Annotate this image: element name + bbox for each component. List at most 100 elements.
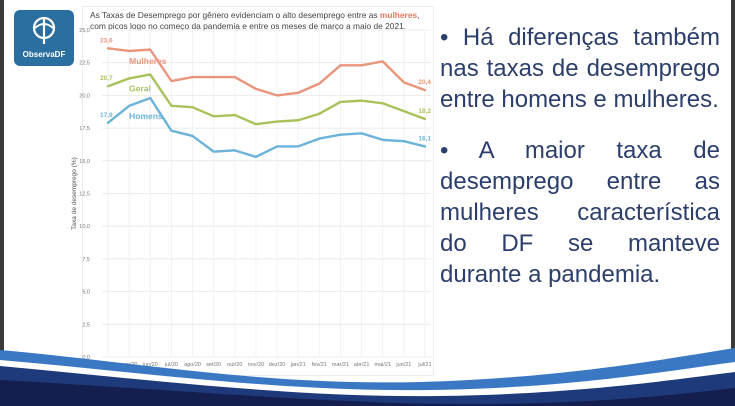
- x-tick-label: out/20: [227, 362, 242, 368]
- data-point-geral: [318, 113, 320, 115]
- x-tick-label: fev/21: [312, 362, 327, 368]
- end-value-label-mulheres: 20,4: [418, 79, 431, 86]
- data-point-homens: [255, 156, 257, 158]
- y-tick-label: 10,0: [79, 224, 90, 230]
- data-point-homens: [318, 137, 320, 140]
- x-tick-label: jul/20: [164, 362, 178, 368]
- y-tick-label: 5,0: [82, 290, 90, 296]
- y-axis-label: Taxa de desemprego (%): [71, 157, 78, 230]
- left-edge: [0, 0, 4, 406]
- data-point-geral: [234, 114, 236, 116]
- data-point-mulheres: [234, 76, 236, 78]
- bullet-list: • Há diferenças também nas taxas de dese…: [440, 22, 720, 310]
- right-edge: [731, 0, 735, 406]
- x-tick-label: dez/20: [269, 362, 286, 368]
- y-tick-label: 12,5: [79, 192, 90, 198]
- data-point-homens: [297, 145, 299, 148]
- data-point-homens: [128, 105, 130, 107]
- y-tick-label: 17,5: [79, 126, 90, 132]
- data-point-homens: [191, 135, 194, 137]
- data-point-mulheres: [191, 76, 194, 78]
- data-point-homens: [403, 140, 405, 142]
- data-point-homens: [339, 134, 342, 136]
- chart-panel: [82, 6, 434, 376]
- x-tick-label: ago/20: [184, 362, 201, 368]
- data-point-homens: [424, 145, 426, 148]
- data-point-mulheres: [276, 94, 278, 96]
- chart-title-part-2: , com picos logo no começo da pandemia e…: [90, 10, 420, 31]
- data-point-geral: [255, 123, 257, 125]
- data-point-mulheres: [213, 76, 215, 78]
- series-line-homens: [106, 96, 427, 159]
- series-line-geral: [106, 73, 427, 126]
- series-name-label-homens: Homens: [129, 111, 163, 121]
- data-point-geral: [403, 110, 405, 112]
- data-point-homens: [361, 132, 363, 134]
- x-tick-label: jun/21: [395, 362, 411, 368]
- data-point-mulheres: [382, 60, 384, 62]
- data-point-homens: [276, 145, 278, 148]
- data-point-geral: [170, 105, 172, 107]
- data-point-geral: [149, 73, 151, 76]
- y-tick-label: 2,5: [82, 322, 90, 328]
- data-point-mulheres: [255, 88, 257, 90]
- data-point-homens: [149, 97, 151, 99]
- data-point-mulheres: [149, 49, 151, 51]
- data-point-mulheres: [297, 92, 299, 94]
- series-name-label-mulheres: Mulheres: [129, 56, 167, 66]
- y-tick-label: 7,5: [82, 257, 90, 263]
- decorative-waves: [0, 348, 735, 406]
- data-point-homens: [234, 149, 236, 151]
- chart-title-part-1: As Taxas de Desemprego por gênero eviden…: [90, 10, 380, 20]
- data-point-homens: [382, 139, 384, 141]
- data-point-geral: [424, 118, 426, 120]
- data-point-mulheres: [339, 64, 342, 66]
- logo-text: ObservaDF: [22, 50, 66, 59]
- observadf-logo: ObservaDF: [14, 10, 74, 66]
- data-point-mulheres: [170, 80, 172, 82]
- chart-title-highlight: mulheres: [379, 10, 418, 20]
- data-point-mulheres: [128, 50, 130, 52]
- y-tick-label: 22,5: [79, 61, 90, 67]
- start-value-label-geral: 20,7: [100, 75, 113, 82]
- data-point-homens: [107, 122, 109, 124]
- start-value-label-mulheres: 23,6: [100, 37, 113, 44]
- data-point-mulheres: [424, 89, 426, 91]
- data-point-geral: [382, 102, 384, 104]
- data-point-geral: [297, 119, 299, 121]
- chart-title: As Taxas de Desemprego por gênero eviden…: [90, 10, 430, 31]
- y-tick-label: 0,0: [82, 355, 90, 361]
- data-point-geral: [361, 100, 363, 102]
- end-value-label-homens: 16,1: [418, 135, 431, 142]
- data-point-homens: [213, 151, 215, 153]
- series-line-mulheres: [106, 47, 427, 97]
- data-point-homens: [170, 130, 172, 132]
- observadf-logo-icon: [32, 16, 56, 44]
- data-point-geral: [339, 101, 342, 103]
- data-point-mulheres: [361, 64, 363, 66]
- bullet-1: • Há diferenças também nas taxas de dese…: [440, 24, 720, 113]
- data-point-mulheres: [318, 83, 320, 85]
- data-point-mulheres: [107, 47, 109, 49]
- x-tick-label: nov/20: [248, 362, 265, 368]
- data-point-geral: [276, 120, 278, 123]
- data-point-mulheres: [403, 81, 405, 83]
- x-tick-label: jun/20: [142, 362, 158, 368]
- y-tick-label: 15,0: [79, 159, 90, 165]
- x-tick-label: mai/21: [374, 362, 391, 368]
- y-tick-label: 20,0: [79, 93, 90, 99]
- data-point-geral: [213, 115, 215, 117]
- x-tick-label: mar/21: [332, 362, 349, 368]
- x-tick-label: abr/21: [354, 362, 370, 368]
- x-tick-label: jul/21: [417, 362, 431, 368]
- y-tick-label: 25,0: [79, 28, 90, 34]
- data-point-geral: [191, 106, 194, 108]
- data-point-geral: [128, 77, 130, 79]
- x-tick-label: jan/21: [290, 362, 306, 368]
- x-tick-label: set/20: [206, 362, 221, 368]
- end-value-label-geral: 18,2: [418, 108, 431, 115]
- start-value-label-homens: 17,9: [100, 112, 113, 119]
- series-name-label-geral: Geral: [129, 83, 151, 93]
